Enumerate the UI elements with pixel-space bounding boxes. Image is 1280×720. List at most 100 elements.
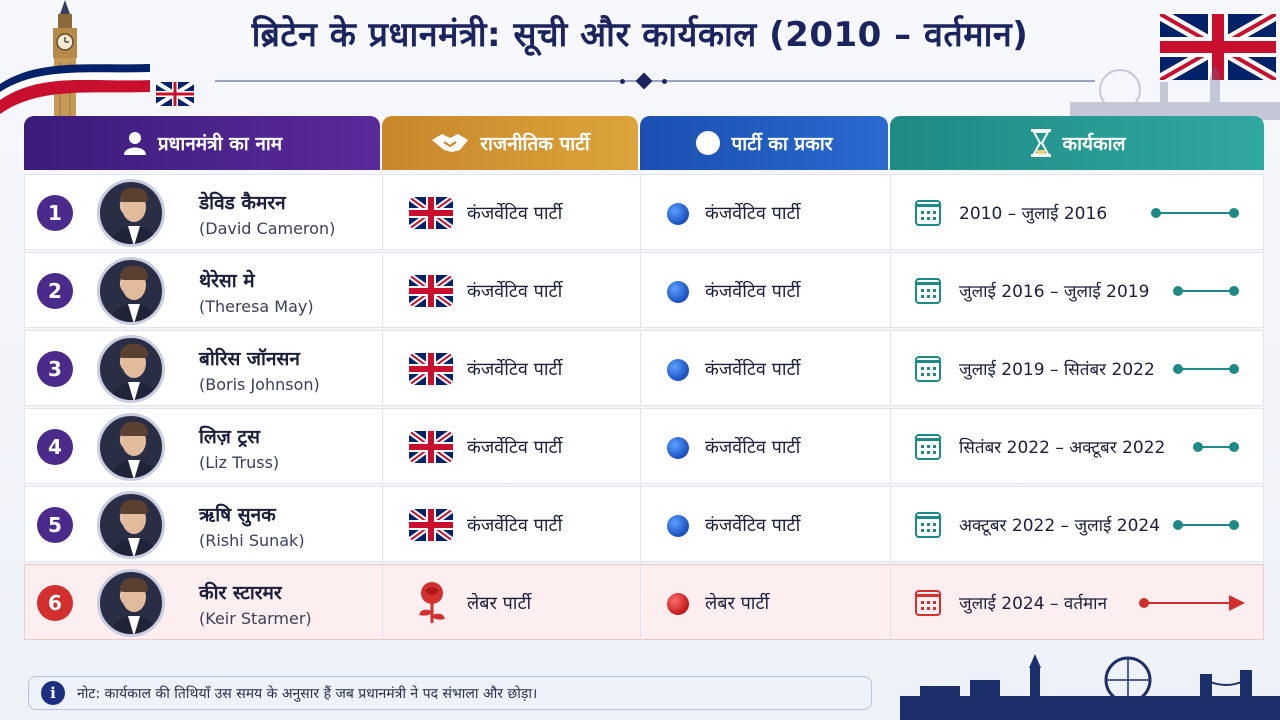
row-number-badge: 6 bbox=[37, 585, 73, 621]
column-divider bbox=[640, 175, 641, 249]
title-divider-diamond bbox=[635, 72, 653, 90]
table-row: 3 बोरिस जॉनसन (Boris Johnson) कंजर्वेटिव… bbox=[24, 330, 1264, 406]
header-party-label: राजनीतिक पार्टी bbox=[480, 133, 590, 155]
term-timeline bbox=[1193, 442, 1239, 452]
party-type: कंजर्वेटिव पार्टी bbox=[705, 203, 801, 224]
avatar bbox=[97, 179, 165, 247]
header-party: राजनीतिक पार्टी bbox=[382, 116, 638, 170]
row-number-badge: 4 bbox=[37, 429, 73, 465]
pm-name-hindi: डेविड कैमरन bbox=[199, 192, 286, 214]
party-color-dot bbox=[667, 359, 689, 381]
row-number-badge: 3 bbox=[37, 351, 73, 387]
row-number-badge: 2 bbox=[37, 273, 73, 309]
pm-table: प्रधानमंत्री का नाम राजनीतिक पार्टी पार्… bbox=[24, 116, 1264, 648]
hourglass-icon bbox=[1030, 129, 1051, 157]
party-name: कंजर्वेटिव पार्टी bbox=[467, 515, 563, 536]
uk-flag-icon bbox=[1160, 14, 1276, 80]
pm-name-english: (David Cameron) bbox=[199, 219, 336, 238]
table-row: 2 थेरेसा मे (Theresa May) कंजर्वेटिव पार… bbox=[24, 252, 1264, 328]
header-type: पार्टी का प्रकार bbox=[640, 116, 888, 170]
party-name: लेबर पार्टी bbox=[467, 593, 532, 614]
calendar-icon bbox=[915, 356, 941, 382]
column-divider bbox=[640, 565, 641, 639]
circle-icon bbox=[696, 131, 721, 155]
london-skyline-bottom bbox=[900, 654, 1280, 720]
pm-name-hindi: थेरेसा मे bbox=[199, 270, 255, 292]
term-period: जुलाई 2019 – सितंबर 2022 bbox=[959, 360, 1155, 380]
user-icon bbox=[123, 132, 146, 155]
party-color-dot bbox=[667, 515, 689, 537]
term-period: जुलाई 2016 – जुलाई 2019 bbox=[959, 282, 1150, 302]
term-period: अक्टूबर 2022 – जुलाई 2024 bbox=[959, 516, 1161, 536]
calendar-icon bbox=[915, 512, 941, 538]
term-period: सितंबर 2022 – अक्टूबर 2022 bbox=[959, 438, 1166, 458]
row-number-badge: 1 bbox=[37, 195, 73, 231]
flag-ribbon-decoration bbox=[0, 64, 196, 114]
pm-name-english: (Theresa May) bbox=[199, 297, 314, 316]
column-divider bbox=[890, 331, 891, 405]
column-divider bbox=[382, 409, 383, 483]
calendar-icon bbox=[915, 434, 941, 460]
calendar-icon bbox=[915, 590, 941, 616]
pm-name-hindi: बोरिस जॉनसन bbox=[199, 348, 300, 370]
uk-flag-icon bbox=[409, 353, 453, 385]
pm-name-english: (Liz Truss) bbox=[199, 453, 280, 472]
column-divider bbox=[890, 565, 891, 639]
avatar bbox=[97, 257, 165, 325]
footnote: i नोट: कार्यकाल की तिथियाँ उस समय के अनु… bbox=[28, 676, 872, 710]
party-type: कंजर्वेटिव पार्टी bbox=[705, 437, 801, 458]
table-row: 6 कीर स्टारमर (Keir Starmer) लेबर पार्टी… bbox=[24, 564, 1264, 640]
party-name: कंजर्वेटिव पार्टी bbox=[467, 203, 563, 224]
avatar bbox=[97, 335, 165, 403]
column-divider bbox=[640, 487, 641, 561]
calendar-icon bbox=[915, 278, 941, 304]
column-divider bbox=[890, 253, 891, 327]
title-divider-dot bbox=[662, 79, 667, 84]
party-color-dot bbox=[667, 437, 689, 459]
column-divider bbox=[640, 409, 641, 483]
avatar bbox=[97, 413, 165, 481]
column-divider bbox=[382, 565, 383, 639]
pm-name-hindi: लिज़ ट्रस bbox=[199, 426, 260, 448]
header-type-label: पार्टी का प्रकार bbox=[731, 133, 833, 155]
pm-name-english: (Keir Starmer) bbox=[199, 609, 312, 628]
term-period: जुलाई 2024 – वर्तमान bbox=[959, 594, 1108, 614]
uk-flag-icon bbox=[409, 275, 453, 307]
column-divider bbox=[890, 409, 891, 483]
header-term-label: कार्यकाल bbox=[1062, 133, 1126, 155]
party-type: कंजर्वेटिव पार्टी bbox=[705, 281, 801, 302]
term-arrow bbox=[1139, 595, 1245, 611]
term-timeline bbox=[1173, 364, 1239, 374]
table-row: 4 लिज़ ट्रस (Liz Truss) कंजर्वेटिव पार्ट… bbox=[24, 408, 1264, 484]
avatar bbox=[97, 491, 165, 559]
table-row: 1 डेविड कैमरन (David Cameron) कंजर्वेटिव… bbox=[24, 174, 1264, 250]
column-divider bbox=[640, 253, 641, 327]
uk-flag-icon bbox=[409, 509, 453, 541]
row-number-badge: 5 bbox=[37, 507, 73, 543]
column-divider bbox=[382, 487, 383, 561]
pm-name-english: (Rishi Sunak) bbox=[199, 531, 305, 550]
party-color-dot bbox=[667, 281, 689, 303]
pm-name-english: (Boris Johnson) bbox=[199, 375, 320, 394]
column-divider bbox=[890, 487, 891, 561]
party-color-dot bbox=[667, 593, 689, 615]
title-divider bbox=[215, 80, 1095, 82]
party-name: कंजर्वेटिव पार्टी bbox=[467, 437, 563, 458]
header-name: प्रधानमंत्री का नाम bbox=[24, 116, 380, 170]
title-divider-dot bbox=[620, 79, 625, 84]
footnote-text: नोट: कार्यकाल की तिथियाँ उस समय के अनुसा… bbox=[77, 685, 538, 702]
column-divider bbox=[382, 331, 383, 405]
header-name-label: प्रधानमंत्री का नाम bbox=[157, 133, 283, 155]
term-timeline bbox=[1173, 286, 1239, 296]
labour-rose-icon bbox=[413, 579, 451, 625]
table-row: 5 ऋषि सुनक (Rishi Sunak) कंजर्वेटिव पार्… bbox=[24, 486, 1264, 562]
page-title: ब्रिटेन के प्रधानमंत्री: सूची और कार्यका… bbox=[251, 15, 1029, 55]
london-skyline-top bbox=[1070, 64, 1280, 120]
party-type: कंजर्वेटिव पार्टी bbox=[705, 359, 801, 380]
uk-flag-icon bbox=[409, 197, 453, 229]
column-divider bbox=[890, 175, 891, 249]
header-term: कार्यकाल bbox=[890, 116, 1264, 170]
party-name: कंजर्वेटिव पार्टी bbox=[467, 359, 563, 380]
party-type: कंजर्वेटिव पार्टी bbox=[705, 515, 801, 536]
party-color-dot bbox=[667, 203, 689, 225]
